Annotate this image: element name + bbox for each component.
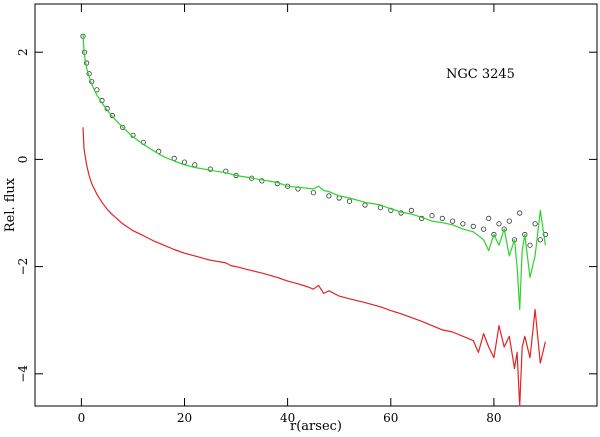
plot-frame <box>34 3 598 407</box>
x-tick-label: 40 <box>280 411 295 425</box>
data-point <box>109 112 115 119</box>
data-point <box>326 193 332 199</box>
series-layer <box>80 33 549 407</box>
data-point <box>120 124 126 130</box>
data-point <box>362 202 368 208</box>
data-point <box>408 207 414 213</box>
x-tick-label: 0 <box>78 411 86 425</box>
y-axis-label: Rel. flux <box>3 177 18 232</box>
data-point <box>429 213 435 219</box>
x-tick-label: 20 <box>177 411 192 425</box>
data-point <box>310 190 316 196</box>
data-point <box>496 221 502 227</box>
data-point <box>192 162 198 168</box>
y-tick-label: 0 <box>16 156 30 164</box>
data-point <box>486 215 492 221</box>
y-tick-label: −4 <box>16 365 30 383</box>
series-line-1 <box>82 33 546 311</box>
data-point <box>480 226 487 232</box>
data-point <box>449 218 456 224</box>
data-point <box>259 178 265 184</box>
data-point <box>207 166 213 172</box>
data-point <box>346 198 353 204</box>
x-tick-label: 60 <box>383 411 398 425</box>
x-axis-label: r(arsec) <box>290 419 342 434</box>
data-point <box>491 231 497 238</box>
series-line-2 <box>82 127 546 407</box>
data-point <box>439 215 445 221</box>
data-point <box>506 218 512 224</box>
data-point <box>532 221 538 227</box>
data-point <box>460 221 466 227</box>
data-point <box>542 231 549 238</box>
data-point <box>517 210 523 216</box>
y-tick-label: −2 <box>16 258 30 276</box>
data-point <box>537 237 543 243</box>
chart-annotation: NGC 3245 <box>446 67 515 82</box>
data-point <box>527 242 533 248</box>
x-tick-label: 80 <box>486 411 501 425</box>
y-tick-label: 2 <box>16 48 30 56</box>
data-point <box>470 223 476 229</box>
